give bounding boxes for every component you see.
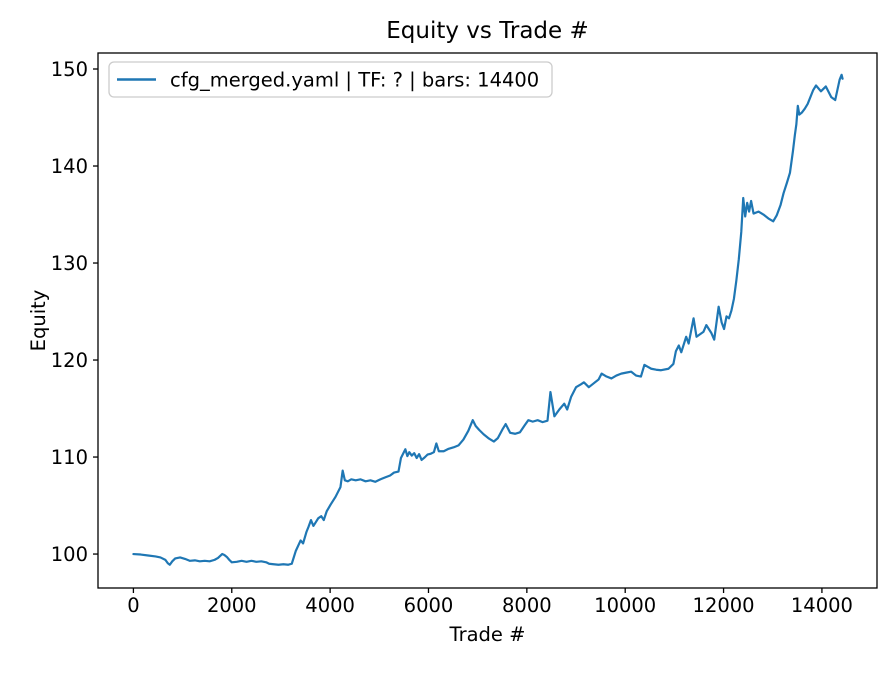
x-axis-ticks: 0 2000 4000 6000 8000 10000 12000 14000: [127, 588, 853, 617]
legend-label: cfg_merged.yaml | TF: ? | bars: 14400: [170, 69, 539, 92]
x-tick-label: 2000: [207, 594, 257, 617]
y-axis-ticks: 100 110 120 130 140 150: [51, 58, 98, 566]
x-tick-label: 10000: [594, 594, 656, 617]
y-tick-label: 140: [51, 155, 88, 178]
equity-line: [132, 73, 844, 566]
y-tick-label: 120: [51, 349, 88, 372]
x-tick-label: 14000: [791, 594, 853, 617]
x-tick-label: 6000: [404, 594, 454, 617]
x-tick-label: 12000: [693, 594, 755, 617]
x-tick-label: 0: [127, 594, 139, 617]
x-tick-label: 4000: [305, 594, 355, 617]
y-tick-label: 150: [51, 58, 88, 81]
y-axis-label: Equity: [27, 290, 50, 352]
y-tick-label: 110: [51, 446, 88, 469]
legend: cfg_merged.yaml | TF: ? | bars: 14400: [108, 61, 553, 98]
plot-area: [97, 52, 878, 589]
y-tick-label: 100: [51, 543, 88, 566]
y-tick-label: 130: [51, 252, 88, 275]
x-tick-label: 8000: [502, 594, 552, 617]
legend-box: [108, 61, 553, 98]
chart-title: Equity vs Trade #: [386, 18, 589, 44]
x-axis-label: Trade #: [449, 623, 526, 646]
